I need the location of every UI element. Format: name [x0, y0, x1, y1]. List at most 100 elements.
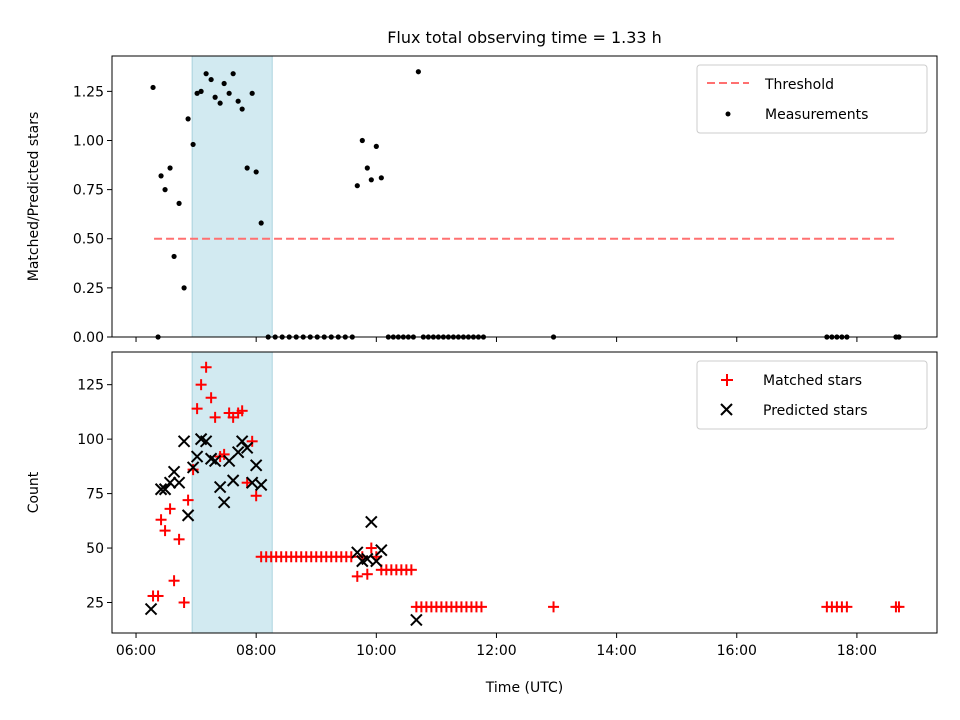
- measurement-point: [198, 88, 204, 94]
- predicted-star-point: [154, 483, 168, 496]
- top-legend: Threshold Measurements: [696, 64, 928, 134]
- predicted-star-point: [351, 546, 364, 559]
- matched-star-point: [195, 379, 207, 391]
- top-highlight-span: [191, 55, 273, 338]
- legend-matched-label: Matched stars: [763, 373, 862, 389]
- x-tick-label: 10:00: [356, 643, 396, 659]
- matched-star-point: [548, 601, 560, 613]
- matched-star-point: [152, 590, 164, 602]
- predicted-star-point: [163, 476, 177, 489]
- y-tick-label: 0.25: [73, 281, 104, 297]
- measurement-point: [373, 143, 379, 149]
- predicted-star-point: [199, 435, 213, 448]
- bottom-y-axis: 25 50 75 100 125: [77, 378, 112, 612]
- matched-star-point: [893, 601, 905, 613]
- predicted-star-point: [365, 515, 378, 529]
- matched-star-point: [841, 601, 853, 613]
- y-tick-label: 25: [86, 596, 104, 612]
- measurement-point: [158, 173, 164, 179]
- measurement-point: [359, 137, 365, 144]
- predicted-star-point: [213, 480, 227, 494]
- measurement-point: [176, 200, 182, 206]
- measurement-point: [378, 175, 384, 181]
- measurement-point: [230, 71, 236, 77]
- top-axes-frame: [111, 55, 938, 338]
- measurement-point: [415, 69, 421, 75]
- predicted-star-point: [226, 474, 240, 487]
- bottom-y-axis-label: Count: [26, 471, 42, 513]
- measurement-point: [167, 165, 173, 171]
- predicted-star-point: [410, 613, 423, 627]
- y-tick-label: 1.00: [73, 133, 104, 149]
- measurement-point: [150, 84, 156, 91]
- bottom-legend: Matched stars Predicted stars: [696, 360, 928, 430]
- y-tick-label: 0.00: [73, 330, 104, 346]
- bottom-axes-frame: [111, 351, 938, 634]
- y-tick-label: 100: [77, 432, 104, 448]
- predicted-star-point: [208, 454, 222, 468]
- matched-star-point: [164, 503, 176, 515]
- bottom-panel: 25 50 75 100 125 06:00 08:00 10:00 12:00 14:00 16…: [26, 351, 938, 696]
- legend-predicted-swatch: [720, 403, 733, 416]
- measurement-point: [181, 285, 187, 291]
- x-tick-label: 18:00: [837, 643, 877, 659]
- legend-threshold-label: Threshold: [764, 77, 834, 93]
- y-tick-label: 125: [77, 378, 104, 394]
- measurement-point: [364, 165, 370, 171]
- legend-measurements-label: Measurements: [765, 107, 868, 123]
- measurement-point: [368, 177, 374, 183]
- x-tick-label: 08:00: [236, 643, 276, 659]
- chart-title: Flux total observing time = 1.33 h: [387, 28, 662, 47]
- legend-measurements-swatch: [725, 111, 731, 117]
- bottom-x-axis: 06:00 08:00 10:00 12:00 14:00 16:00 18:00: [116, 633, 877, 659]
- measurement-point: [190, 141, 196, 148]
- matched-star-point: [365, 542, 377, 554]
- matched-star-point: [159, 525, 171, 537]
- bottom-highlight-span: [191, 351, 273, 634]
- measurement-point: [249, 90, 255, 96]
- x-tick-label: 14:00: [596, 643, 636, 659]
- legend-matched-swatch: [721, 374, 733, 386]
- measurement-point: [221, 80, 227, 87]
- measurement-point: [239, 106, 245, 112]
- y-tick-label: 75: [86, 487, 104, 503]
- matched-star-point: [205, 392, 217, 404]
- measurement-point: [235, 98, 241, 104]
- top-legend-box: [696, 64, 928, 134]
- measurement-point: [185, 116, 191, 122]
- predicted-star-point: [240, 441, 254, 455]
- predicted-star-point: [370, 554, 383, 568]
- matched-star-point: [209, 411, 221, 423]
- predicted-star-point: [177, 435, 191, 448]
- matched-star-point: [361, 568, 373, 580]
- measurement-point: [253, 169, 259, 175]
- matched-star-point: [351, 570, 363, 582]
- top-y-axis: 0.00 0.25 0.50 0.75 1.00 1.25: [73, 84, 112, 346]
- top-y-axis-label: Matched/Predicted stars: [26, 112, 42, 282]
- bottom-legend-box: [696, 360, 928, 430]
- predicted-star-point: [167, 465, 181, 479]
- predicted-star-point: [235, 435, 249, 448]
- matched-star-point: [218, 448, 230, 460]
- y-tick-label: 50: [86, 541, 104, 557]
- predicted-star-point: [190, 450, 204, 463]
- matched-star-point: [236, 405, 248, 417]
- top-x-axis: [135, 337, 858, 342]
- measurement-point: [217, 100, 223, 106]
- matched-star-point: [405, 564, 417, 576]
- measurement-point: [258, 220, 264, 226]
- predicted-star-point: [181, 509, 195, 522]
- x-tick-label: 12:00: [476, 643, 516, 659]
- x-tick-label: 16:00: [717, 643, 757, 659]
- matched-star-point: [173, 533, 185, 545]
- matched-star-point: [182, 494, 194, 506]
- predicted-star-point: [217, 496, 231, 509]
- predicted-star-point: [254, 478, 268, 492]
- predicted-star-point: [249, 459, 263, 472]
- matched-star-point: [345, 551, 357, 563]
- measurement-point: [226, 90, 232, 96]
- stars-series: [144, 361, 905, 627]
- matched-star-point: [200, 361, 212, 373]
- y-tick-label: 0.50: [73, 232, 104, 248]
